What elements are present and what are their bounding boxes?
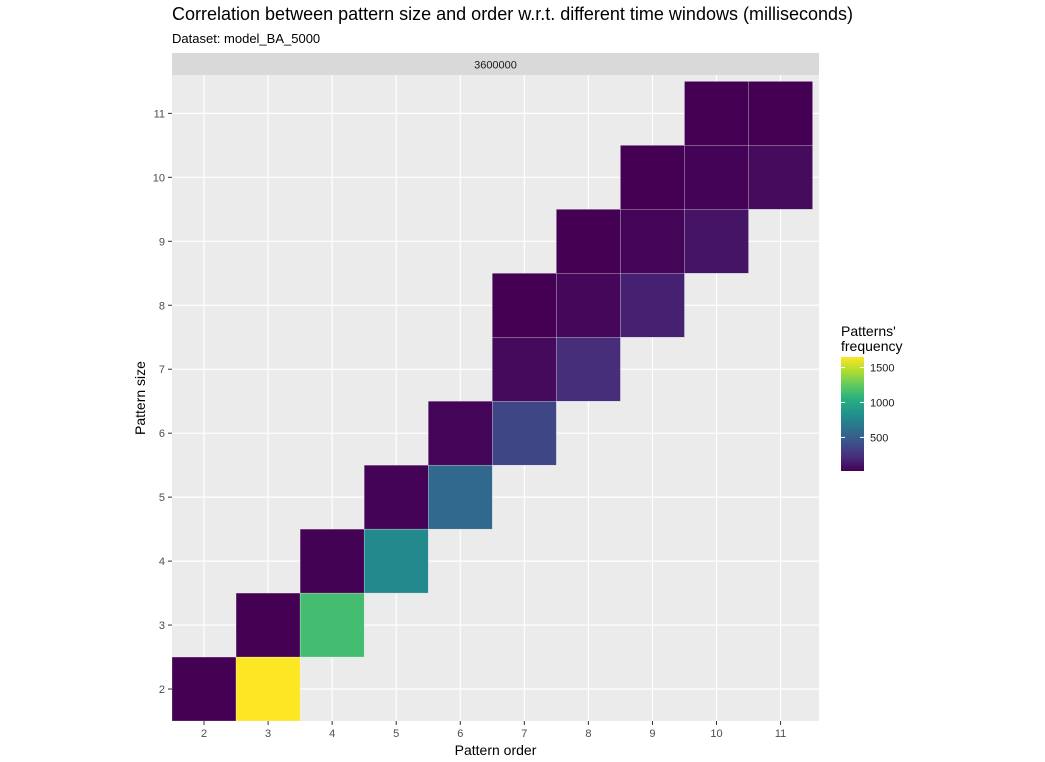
y-tick-label: 4 (159, 556, 165, 568)
x-tick-label: 7 (521, 728, 527, 740)
y-tick-label: 2 (159, 684, 165, 696)
y-tick-label: 11 (154, 108, 165, 120)
y-tick-label: 3 (159, 620, 165, 632)
legend-title-line-1: Patterns' (841, 323, 896, 339)
heatmap-cell (620, 209, 685, 274)
heatmap-cell (299, 592, 365, 658)
heatmap-cell (428, 464, 493, 530)
x-axis: 2 3 4 5 6 7 8 9 10 11 (201, 721, 786, 740)
heatmap-cell (556, 209, 621, 274)
legend-tick-label: 500 (870, 432, 888, 444)
heatmap-cell (299, 528, 365, 594)
heatmap-cell (492, 273, 557, 338)
y-axis-title: Pattern size (132, 361, 148, 435)
heatmap-cell (620, 273, 685, 338)
heatmap-cells (171, 81, 813, 722)
x-tick-label: 11 (775, 728, 786, 740)
heatmap-cell (363, 464, 429, 530)
y-tick-label: 5 (159, 492, 165, 504)
legend-colorbar (841, 357, 864, 471)
legend-tick-label: 1500 (870, 362, 894, 374)
x-tick-label: 10 (710, 728, 722, 740)
heatmap-cell (171, 656, 237, 722)
chart-title: Correlation between pattern size and ord… (172, 4, 853, 24)
heatmap-cell (235, 656, 301, 722)
y-axis: 2 3 4 5 6 7 8 9 10 11 (153, 108, 172, 696)
chart-subtitle: Dataset: model_BA_5000 (172, 31, 321, 46)
x-tick-label: 6 (457, 728, 463, 740)
heatmap-cell (684, 209, 749, 274)
heatmap-cell (492, 337, 557, 402)
legend-ticks: 500 1000 1500 (841, 362, 894, 444)
heatmap-cell (556, 337, 621, 402)
heatmap-cell (556, 273, 621, 338)
legend: Patterns' frequency 500 1000 1500 (841, 323, 902, 471)
heatmap-cell (428, 400, 493, 466)
heatmap-cell (684, 81, 749, 146)
x-tick-label: 9 (649, 728, 655, 740)
heatmap-cell (748, 145, 813, 210)
legend-tick-label: 1000 (870, 397, 894, 409)
y-tick-label: 6 (159, 428, 165, 440)
facet-strip (172, 53, 819, 75)
x-tick-label: 2 (201, 728, 207, 740)
y-tick-label: 8 (159, 300, 165, 312)
x-tick-label: 8 (585, 728, 591, 740)
facet-label: 3600000 (474, 60, 517, 72)
heatmap-cell (235, 592, 301, 658)
heatmap-cell (620, 145, 685, 210)
x-tick-label: 4 (329, 728, 335, 740)
x-tick-label: 3 (265, 728, 271, 740)
y-tick-label: 9 (159, 236, 165, 248)
heatmap-cell (492, 400, 557, 466)
x-axis-title: Pattern order (455, 742, 537, 758)
x-tick-label: 5 (393, 728, 399, 740)
heatmap-cell (748, 81, 813, 146)
y-tick-label: 7 (159, 364, 165, 376)
legend-title-line-2: frequency (841, 338, 902, 354)
heatmap-cell (363, 528, 429, 594)
y-tick-label: 10 (153, 172, 165, 184)
heatmap-cell (684, 145, 749, 210)
